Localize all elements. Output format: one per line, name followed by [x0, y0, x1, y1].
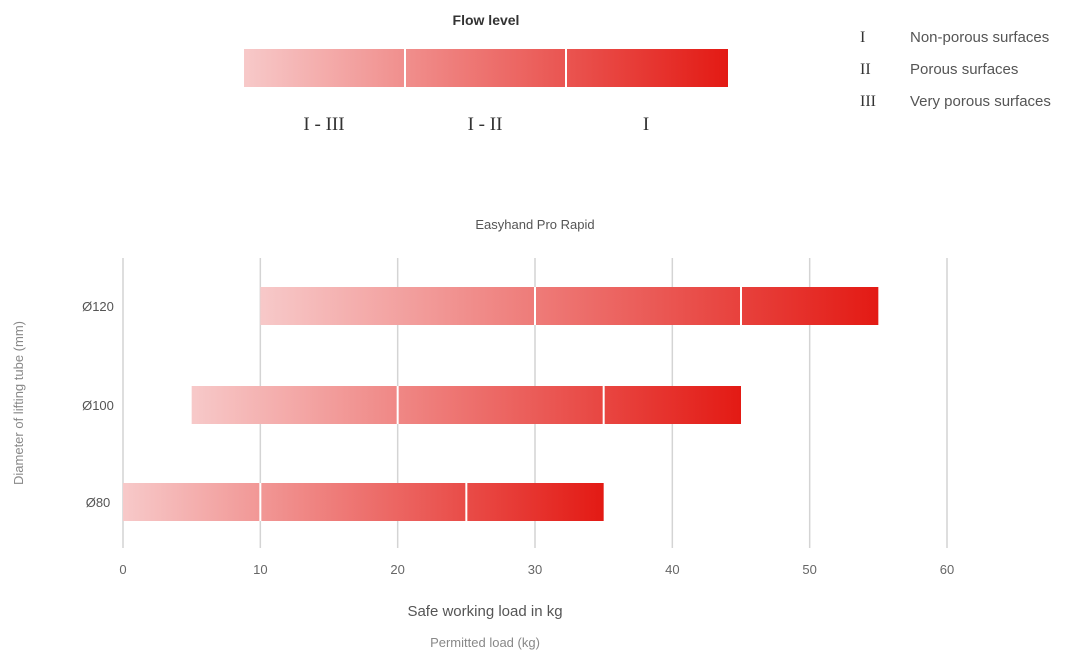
x-tick-label: 10 — [253, 562, 267, 577]
x-tick-label: 30 — [528, 562, 542, 577]
flow-level-bar — [244, 49, 728, 87]
flow-level-label-1: I - III — [303, 114, 345, 135]
x-tick-label: 20 — [390, 562, 404, 577]
flow-level-separator — [404, 49, 406, 87]
range-bar-chart: Easyhand Pro Rapid 0 10 20 30 40 50 60 Ø120 Ø100 Ø… — [11, 217, 954, 650]
x-tick-label: 60 — [940, 562, 954, 577]
range-bar — [123, 483, 604, 521]
chart-title: Easyhand Pro Rapid — [475, 217, 594, 232]
legend-roman-3: III — [860, 93, 876, 110]
legend-roman-2: II — [860, 61, 871, 78]
y-category-label: Ø80 — [86, 495, 111, 510]
legend-label-2: Porous surfaces — [910, 61, 1019, 78]
y-category-label: Ø120 — [82, 299, 114, 314]
flow-level-title: Flow level — [452, 12, 520, 28]
legend-roman-1: I — [860, 29, 866, 46]
y-axis-label: Diameter of lifting tube (mm) — [11, 321, 26, 485]
x-tick-label: 0 — [119, 562, 126, 577]
x-axis-label: Safe working load in kg — [407, 603, 562, 620]
flow-level-label-2: I - II — [467, 114, 503, 135]
legend-label-1: Non-porous surfaces — [910, 29, 1050, 46]
flow-level-label-3: I — [642, 114, 650, 135]
legend-label-3: Very porous surfaces — [910, 93, 1051, 110]
y-category-label: Ø100 — [82, 398, 114, 413]
x-tick-label: 50 — [802, 562, 816, 577]
range-bar — [191, 386, 741, 424]
range-bar — [260, 287, 879, 325]
flow-level-separator — [565, 49, 567, 87]
x-axis-secondary-label: Permitted load (kg) — [430, 635, 540, 650]
x-tick-label: 40 — [665, 562, 679, 577]
